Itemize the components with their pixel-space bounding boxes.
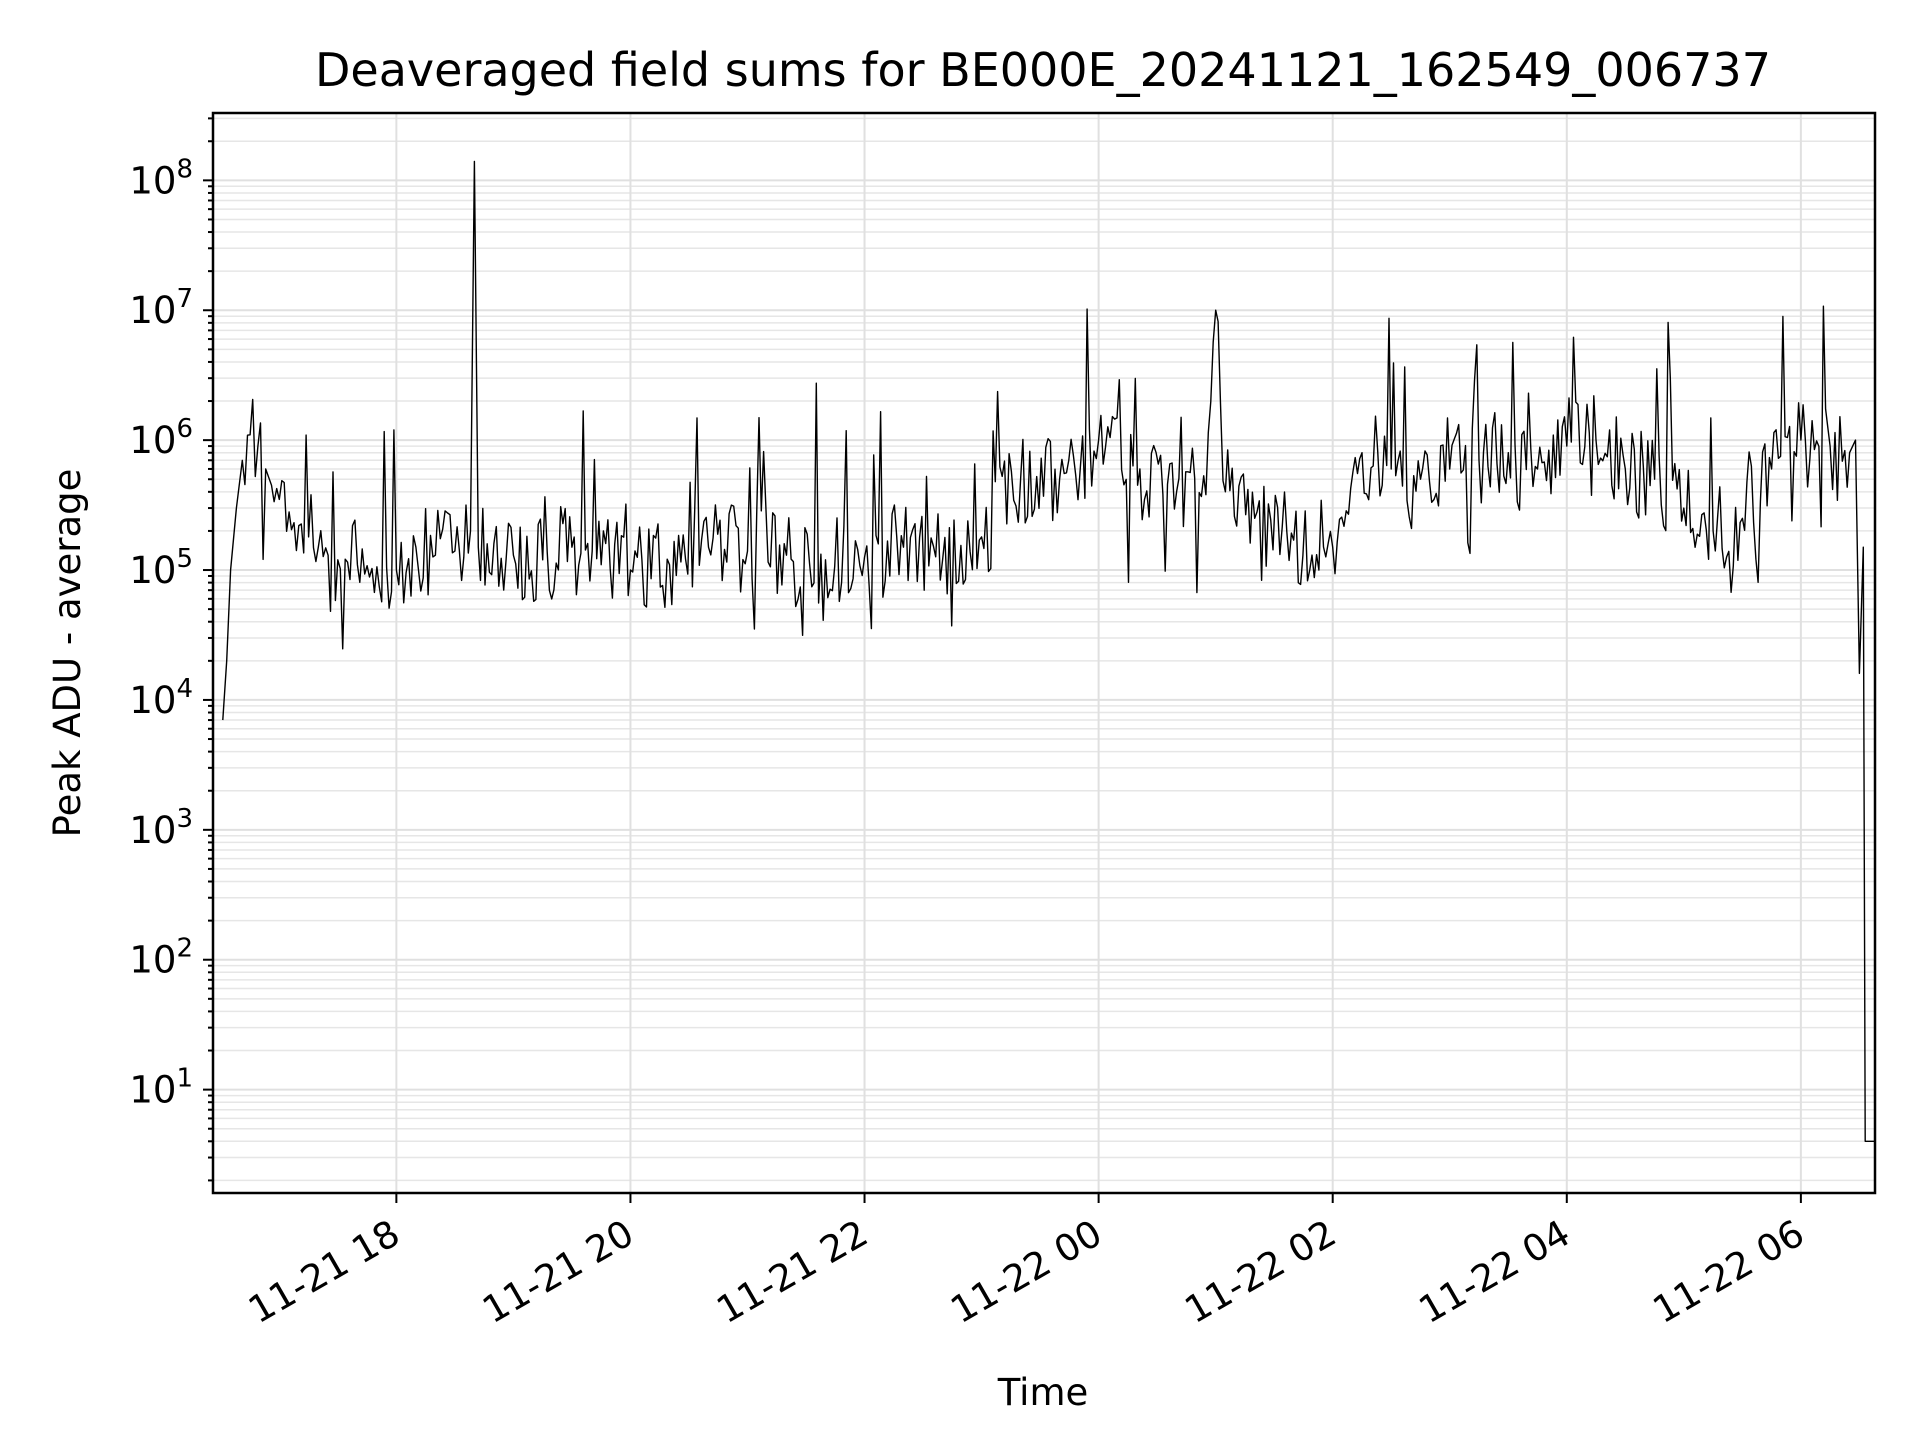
y-axis: 101 102 103 104 105 106 107 108 <box>129 117 213 1182</box>
x-tick-label: 11-22 00 <box>944 1212 1110 1332</box>
x-tick-label: 11-22 02 <box>1178 1212 1344 1332</box>
x-tick-label: 11-22 04 <box>1412 1212 1578 1332</box>
x-axis-label: Time <box>997 1371 1089 1414</box>
x-tick-label: 11-21 18 <box>241 1212 407 1332</box>
y-tick-label: 104 <box>129 674 193 722</box>
series-line <box>222 160 1875 1142</box>
y-axis-label: Peak ADU - average <box>46 469 89 838</box>
y-tick-label: 108 <box>129 154 193 202</box>
chart-title: Deaveraged field sums for BE000E_2024112… <box>315 43 1771 97</box>
y-tick-label: 105 <box>129 544 193 592</box>
x-tick-label: 11-21 22 <box>709 1212 875 1332</box>
y-tick-label: 102 <box>129 934 193 982</box>
y-tick-label: 106 <box>129 414 193 462</box>
plot-frame <box>211 111 1877 1195</box>
y-tick-label: 103 <box>129 804 193 852</box>
grid <box>213 113 1875 1193</box>
x-axis: 11-21 18 11-21 20 11-21 22 11-22 00 11-22 02… <box>241 1193 1811 1332</box>
y-tick-label: 107 <box>129 284 193 332</box>
x-tick-label: 11-22 06 <box>1646 1212 1812 1332</box>
x-tick-label: 11-21 20 <box>475 1212 641 1332</box>
y-tick-label: 101 <box>129 1064 193 1112</box>
series-layer <box>222 160 1875 1142</box>
